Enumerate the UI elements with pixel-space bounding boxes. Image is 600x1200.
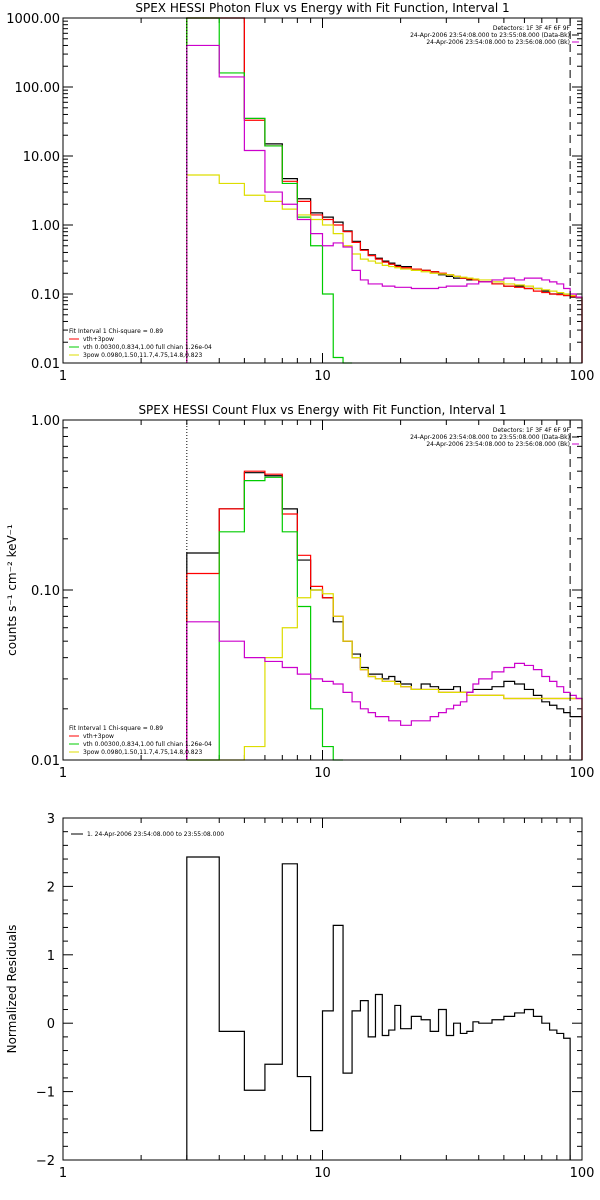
series-line-5 xyxy=(186,44,583,363)
series-group xyxy=(186,470,583,761)
y-tick-label: 10.00 xyxy=(23,150,60,165)
y-tick-label: 1.00 xyxy=(31,219,60,234)
fit-legend-title: Fit Interval 1 Chi-square = 0.89 xyxy=(69,328,163,335)
series-group xyxy=(186,17,583,364)
y-tick-label: 1.00 xyxy=(31,414,60,429)
x-tick-label: 10 xyxy=(314,1166,331,1181)
x-tick-label: 10 xyxy=(314,766,331,781)
x-tick-label: 100 xyxy=(570,1166,595,1181)
series-line-4 xyxy=(186,174,583,363)
fit-legend: Fit Interval 1 Chi-square = 0.89vth+3pow… xyxy=(69,725,212,756)
legend-entry: vth+3pow xyxy=(83,733,114,740)
series-line-5 xyxy=(186,621,583,760)
x-axis-ticks: 1 10 100 xyxy=(59,420,595,781)
y-tick-label: 100.00 xyxy=(15,81,61,96)
series-group xyxy=(186,856,571,1160)
detector-info-line: Detectors: 1F 3F 4F 6F 9F xyxy=(493,25,571,32)
plot-frame xyxy=(62,817,583,1161)
y-tick-label: −2 xyxy=(36,1154,55,1169)
x-tick-label: 10 xyxy=(314,369,331,384)
series-line-2 xyxy=(186,17,583,363)
x-axis-ticks: 1 10 100 xyxy=(59,818,595,1181)
y-tick-label: 0 xyxy=(47,1017,55,1032)
y-axis-ticks: −2 −1 0 1 2 3 xyxy=(36,812,582,1169)
y-tick-label: 3 xyxy=(47,812,55,827)
series-line-1 xyxy=(186,856,571,1160)
y-axis-ticks: 0.01 0.10 1.00 10.00 100.00 1000.00 xyxy=(6,12,582,372)
y-tick-label: −1 xyxy=(36,1086,55,1101)
x-tick-label: 100 xyxy=(570,766,595,781)
chart-title: SPEX HESSI Count Flux vs Energy with Fit… xyxy=(138,403,506,417)
series-line-1 xyxy=(186,17,583,363)
x-tick-label: 1 xyxy=(59,369,67,384)
y-tick-label: 0.10 xyxy=(31,584,60,599)
residual-legend: 1. 24-Apr-2006 23:54:08.000 to 23:55:08.… xyxy=(71,831,224,838)
y-tick-label: 1000.00 xyxy=(6,12,60,27)
legend-entry: vth 0.00300,0.834,1.00 full chian 1.26e-… xyxy=(83,344,212,351)
legend-entry: 1. 24-Apr-2006 23:54:08.000 to 23:55:08.… xyxy=(87,831,224,838)
detector-info-line: 24-Apr-2006 23:54:08.000 to 23:56:08.000… xyxy=(426,39,570,46)
y-axis-label: counts s⁻¹ cm⁻² keV⁻¹ xyxy=(5,524,19,656)
series-line-3 xyxy=(186,476,344,761)
fit-legend-title: Fit Interval 1 Chi-square = 0.89 xyxy=(69,725,163,732)
plot-frame xyxy=(62,17,583,364)
chart-panel-1: SPEX HESSI Photon Flux vs Energy with Fi… xyxy=(6,1,594,384)
legend-entry: vth+3pow xyxy=(83,336,114,343)
plot-frame xyxy=(62,419,583,761)
legend-entry: vth 0.00300,0.834,1.00 full chian 1.26e-… xyxy=(83,741,212,748)
detector-info-line: 24-Apr-2006 23:54:08.000 to 23:55:08.000… xyxy=(410,434,570,441)
x-tick-label: 1 xyxy=(59,766,67,781)
detector-info-line: Detectors: 1F 3F 4F 6F 9F xyxy=(493,427,571,434)
legend-entry: 3pow 0.0980,1.50,11.7,4.75,14.8,0.823 xyxy=(83,749,202,756)
series-line-3 xyxy=(186,17,353,364)
y-tick-label: 0.10 xyxy=(31,288,60,303)
chart-title: SPEX HESSI Photon Flux vs Energy with Fi… xyxy=(135,1,509,15)
y-axis-ticks: 0.01 0.10 1.00 xyxy=(31,414,582,769)
chart-panel-2: SPEX HESSI Count Flux vs Energy with Fit… xyxy=(5,403,594,781)
x-tick-label: 1 xyxy=(59,1166,67,1181)
y-axis-label: Normalized Residuals xyxy=(5,925,19,1054)
fit-legend: Fit Interval 1 Chi-square = 0.89vth+3pow… xyxy=(69,328,212,359)
legend-entry: 3pow 0.0980,1.50,11.7,4.75,14.8,0.823 xyxy=(83,352,202,359)
detector-info-line: 24-Apr-2006 23:54:08.000 to 23:56:08.000… xyxy=(426,441,570,448)
detector-info-line: 24-Apr-2006 23:54:08.000 to 23:55:08.000… xyxy=(410,32,570,39)
x-tick-label: 100 xyxy=(570,369,595,384)
chart-panel-3: Normalized Residuals 1 10 100 −2 −1 0 1 2 3 1. 24-… xyxy=(5,812,594,1181)
series-line-4 xyxy=(186,589,583,761)
y-tick-label: 1 xyxy=(47,949,55,964)
y-tick-label: 0.01 xyxy=(31,357,60,372)
y-tick-label: 0.01 xyxy=(31,754,60,769)
y-tick-label: 2 xyxy=(47,880,55,895)
